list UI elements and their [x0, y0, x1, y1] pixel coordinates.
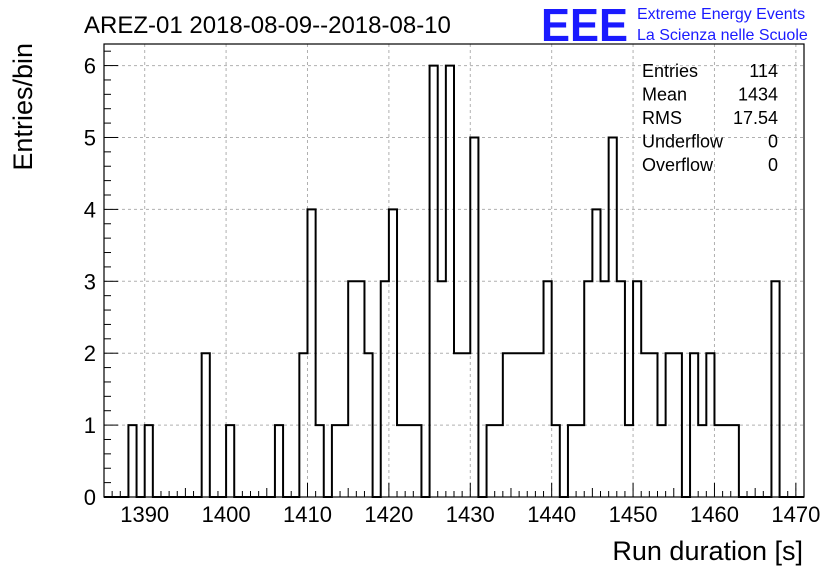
stats-value: 114: [749, 61, 778, 81]
stats-label: Underflow: [642, 132, 724, 152]
histogram-bin: [723, 425, 731, 497]
histogram-bin: [625, 425, 633, 497]
stats-label: RMS: [642, 108, 682, 128]
x-tick-label: 1430: [446, 502, 495, 527]
eee-logo-mark: EEE: [541, 0, 628, 51]
x-tick-label: 1440: [527, 502, 576, 527]
histogram-bin: [405, 425, 413, 497]
histogram-bin: [544, 281, 552, 497]
histogram-bin: [584, 281, 592, 497]
x-tick-label: 1410: [283, 502, 332, 527]
histogram-bin: [495, 425, 503, 497]
histogram-bin: [316, 425, 324, 497]
histogram-bin: [609, 137, 617, 497]
histogram-bin: [340, 425, 348, 497]
histogram-bin: [413, 425, 421, 497]
stats-value: 1434: [738, 85, 778, 105]
x-axis-ticks: 1390 1400 1410 1420 1430 1440 1450 1460 1470: [103, 483, 820, 527]
stats-value: 0: [768, 132, 778, 152]
histogram-bin: [568, 425, 576, 497]
y-tick-label: 0: [84, 485, 96, 510]
histogram-bin: [470, 137, 478, 497]
histogram-bin: [145, 425, 153, 497]
histogram-bin: [633, 281, 641, 497]
x-tick-label: 1390: [120, 502, 169, 527]
y-tick-label: 3: [84, 269, 96, 294]
histogram-bin: [601, 281, 609, 497]
histogram-bin: [731, 425, 739, 497]
y-tick-label: 5: [84, 125, 96, 150]
stats-label: Overflow: [642, 155, 714, 175]
histogram-bin: [397, 425, 405, 497]
stats-box: Entries 114 Mean 1434 RMS 17.54 Underflow 0 Over…: [642, 61, 778, 175]
x-axis-label: Run duration [s]: [612, 536, 803, 566]
histogram-bin: [381, 281, 389, 497]
histogram-bin: [698, 425, 706, 497]
histogram-outline: [104, 64, 804, 498]
x-tick-label: 1420: [364, 502, 413, 527]
eee-logo: EEE Extreme Energy Events La Scienza nel…: [541, 0, 808, 51]
histogram-bin: [332, 425, 340, 497]
histogram-bin: [552, 425, 560, 497]
stats-label: Entries: [642, 61, 698, 81]
histogram-bin: [356, 281, 364, 497]
histogram-bin: [226, 425, 234, 497]
eee-logo-line1: Extreme Energy Events: [637, 6, 805, 23]
y-tick-label: 4: [84, 197, 96, 222]
histogram-bin: [657, 425, 665, 497]
histogram-bin: [275, 425, 283, 497]
y-axis-ticks: 0 1 2 3 4 5 6: [84, 50, 118, 510]
x-tick-label: 1470: [771, 502, 820, 527]
stats-label: Mean: [642, 85, 687, 105]
histogram-bin: [128, 425, 136, 497]
histogram-bin: [617, 281, 625, 497]
chart-title: AREZ-01 2018-08-09--2018-08-10: [84, 12, 451, 39]
stats-value: 0: [768, 155, 778, 175]
x-tick-label: 1450: [609, 502, 658, 527]
eee-logo-line2: La Scienza nelle Scuole: [637, 27, 808, 44]
plot-frame: [103, 43, 805, 498]
y-tick-label: 2: [84, 341, 96, 366]
histogram-bin: [771, 281, 779, 497]
stats-value: 17.54: [733, 108, 778, 128]
y-tick-label: 1: [84, 413, 96, 438]
histogram-bin: [438, 281, 446, 497]
x-tick-label: 1400: [202, 502, 251, 527]
y-axis-label: Entries/bin: [8, 43, 38, 171]
y-tick-label: 6: [84, 54, 96, 79]
histogram-bin: [348, 281, 356, 497]
histogram-bin: [576, 425, 584, 497]
histogram-bin: [487, 425, 495, 497]
x-tick-label: 1460: [690, 502, 739, 527]
histogram-bin: [714, 425, 722, 497]
